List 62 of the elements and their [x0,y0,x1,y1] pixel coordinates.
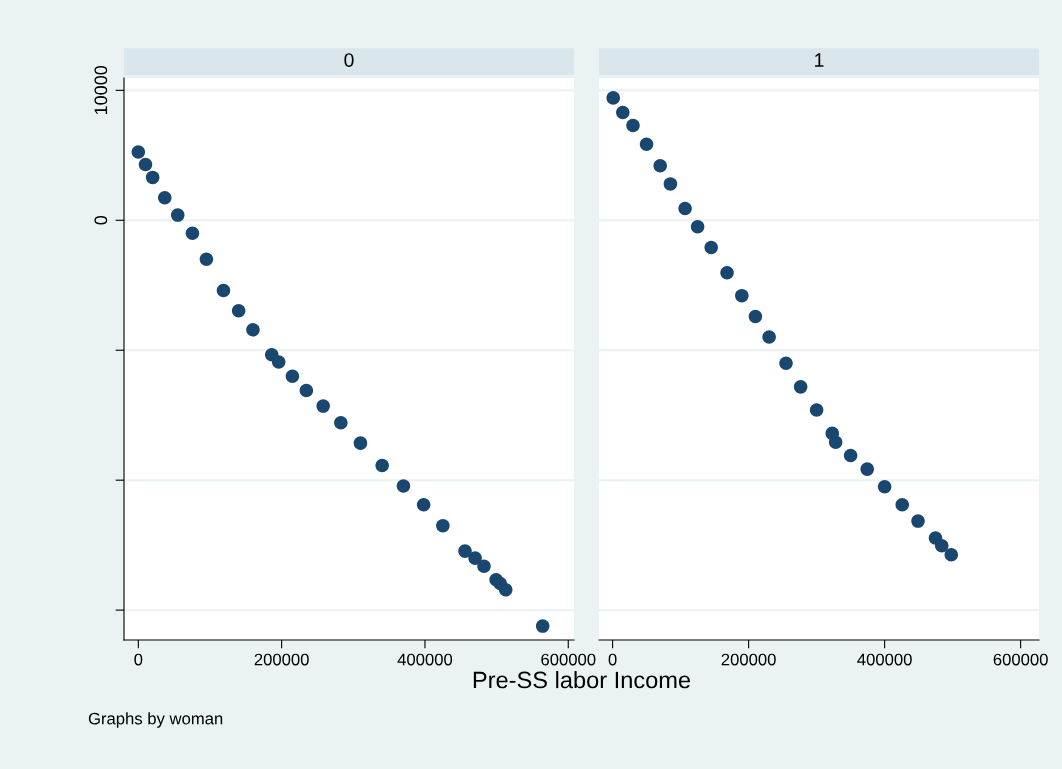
x-tick-label: 0 [608,653,617,666]
point [334,415,348,430]
point [809,403,824,417]
point [299,383,314,398]
point [271,355,286,369]
point [138,157,153,172]
point [436,518,450,533]
point [616,105,630,120]
point [158,191,172,205]
point [375,458,389,473]
point [145,170,160,185]
x-axis-title: Pre-SS labor Income [473,670,691,689]
point [606,91,620,105]
point [860,462,874,476]
point [828,435,843,449]
point [396,479,411,493]
x-tick-label: 600000 [993,653,1048,666]
point [185,226,200,241]
point [877,479,892,494]
point [704,240,718,255]
point [944,547,959,562]
point [720,266,734,280]
point [285,369,300,383]
point [779,356,793,370]
point [246,323,260,337]
point [626,118,640,133]
text: Graphs by woman [88,712,223,728]
point [843,448,858,463]
point [477,559,491,573]
point [663,177,678,191]
point [498,582,513,597]
x-tick-label: 0 [134,653,143,666]
point [231,303,246,318]
point [911,514,925,528]
point [316,399,330,413]
point [934,539,949,553]
point [762,330,776,344]
point [690,220,705,234]
point [748,309,763,324]
point [131,145,146,159]
point [678,201,692,216]
point [199,252,214,267]
x-tick-label: 600000 [541,653,596,666]
point [458,544,472,558]
x-tick-label: 400000 [857,653,912,666]
point [216,283,231,298]
chart-title: 0 [344,53,354,67]
point [535,619,550,633]
point [416,497,431,512]
point [468,551,482,565]
point [170,208,185,222]
x-tick-label: 400000 [397,653,453,666]
x-tick-label: 200000 [721,653,776,666]
x-tick-label: 200000 [254,653,309,666]
point [653,158,667,173]
point [353,436,368,450]
y-tick-label: 10000 [94,65,108,115]
point [793,380,808,394]
chart-title: 1 [815,53,824,67]
point [895,497,910,512]
point [639,137,654,152]
point [735,288,749,303]
